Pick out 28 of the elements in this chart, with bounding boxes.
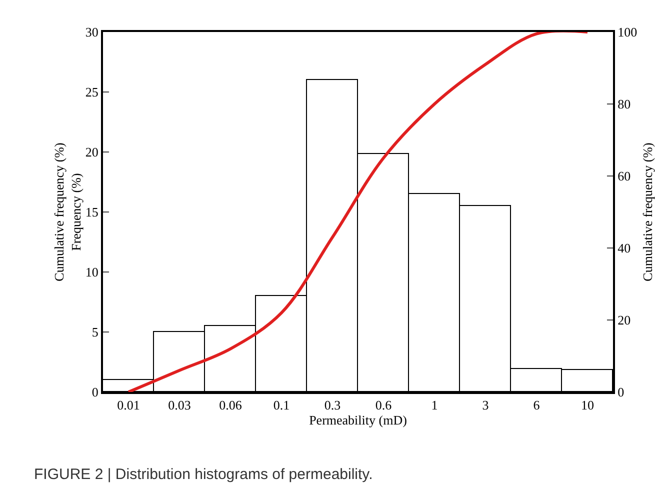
caption: FIGURE 2 | Distribution histograms of permeability. [34, 466, 373, 483]
line-series [127, 32, 589, 392]
x-tick-label: 3 [482, 398, 489, 413]
y-tick-label: 5 [92, 324, 98, 340]
x-tick-label: 0.3 [324, 398, 341, 413]
x-tick-label: 0.06 [219, 398, 242, 413]
x-tick-label: 0.03 [168, 398, 191, 413]
x-tick-label: 0.1 [273, 398, 290, 413]
x-tick-label: 10 [581, 398, 594, 413]
x-tick-label: 6 [533, 398, 540, 413]
y-axis-title: Cumulative frequency (%) Frequency (%) [52, 142, 84, 282]
y2-axis-title: Cumulative frequency (%) [640, 142, 655, 282]
y2-tick-label: 80 [618, 96, 631, 112]
y-tick-label: 25 [85, 84, 98, 100]
x-axis-title: Permeability (mD) [309, 412, 407, 428]
y-tick-label: 15 [85, 204, 98, 220]
y-tick-label: 30 [85, 24, 98, 40]
y2-tick-label: 20 [618, 312, 631, 328]
y-tick-label: 0 [92, 384, 98, 400]
x-tick-label: 1 [431, 398, 438, 413]
x-tick-label: 0.01 [117, 398, 140, 413]
y-tick-label: 20 [85, 144, 98, 160]
y2-tick-label: 40 [618, 240, 631, 256]
x-tick-label: 0.6 [375, 398, 392, 413]
y2-tick-label: 100 [618, 24, 638, 40]
y2-tick-label: 0 [618, 384, 624, 400]
y2-tick-label: 60 [618, 168, 631, 184]
y-tick-label: 10 [85, 264, 98, 280]
